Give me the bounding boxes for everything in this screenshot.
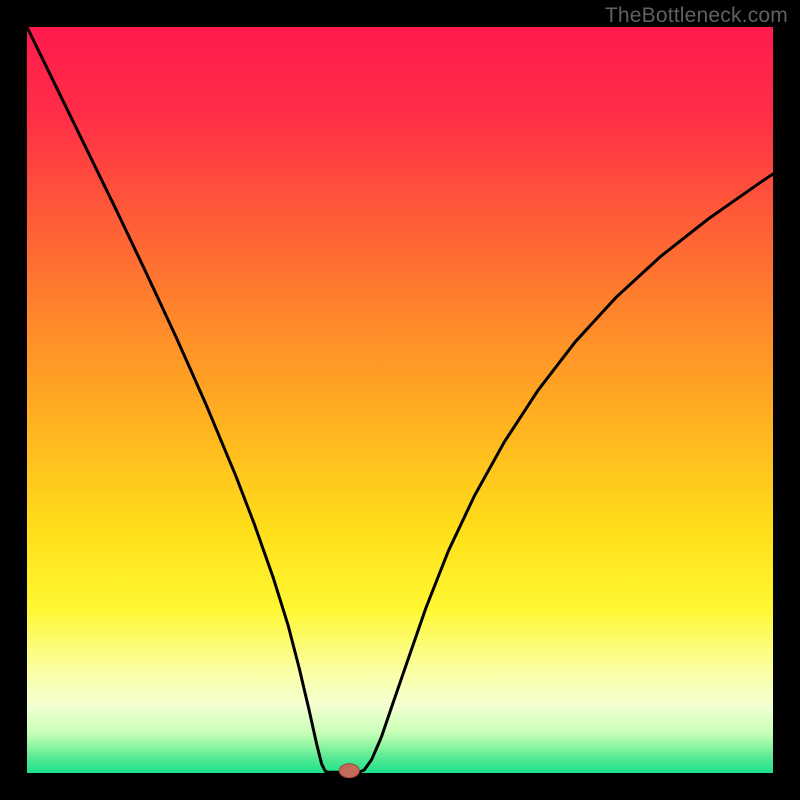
chart-container: TheBottleneck.com <box>0 0 800 800</box>
plot-background <box>27 27 773 773</box>
bottleneck-chart <box>0 0 800 800</box>
watermark-text: TheBottleneck.com <box>605 4 788 28</box>
optimal-point-marker <box>339 764 359 778</box>
